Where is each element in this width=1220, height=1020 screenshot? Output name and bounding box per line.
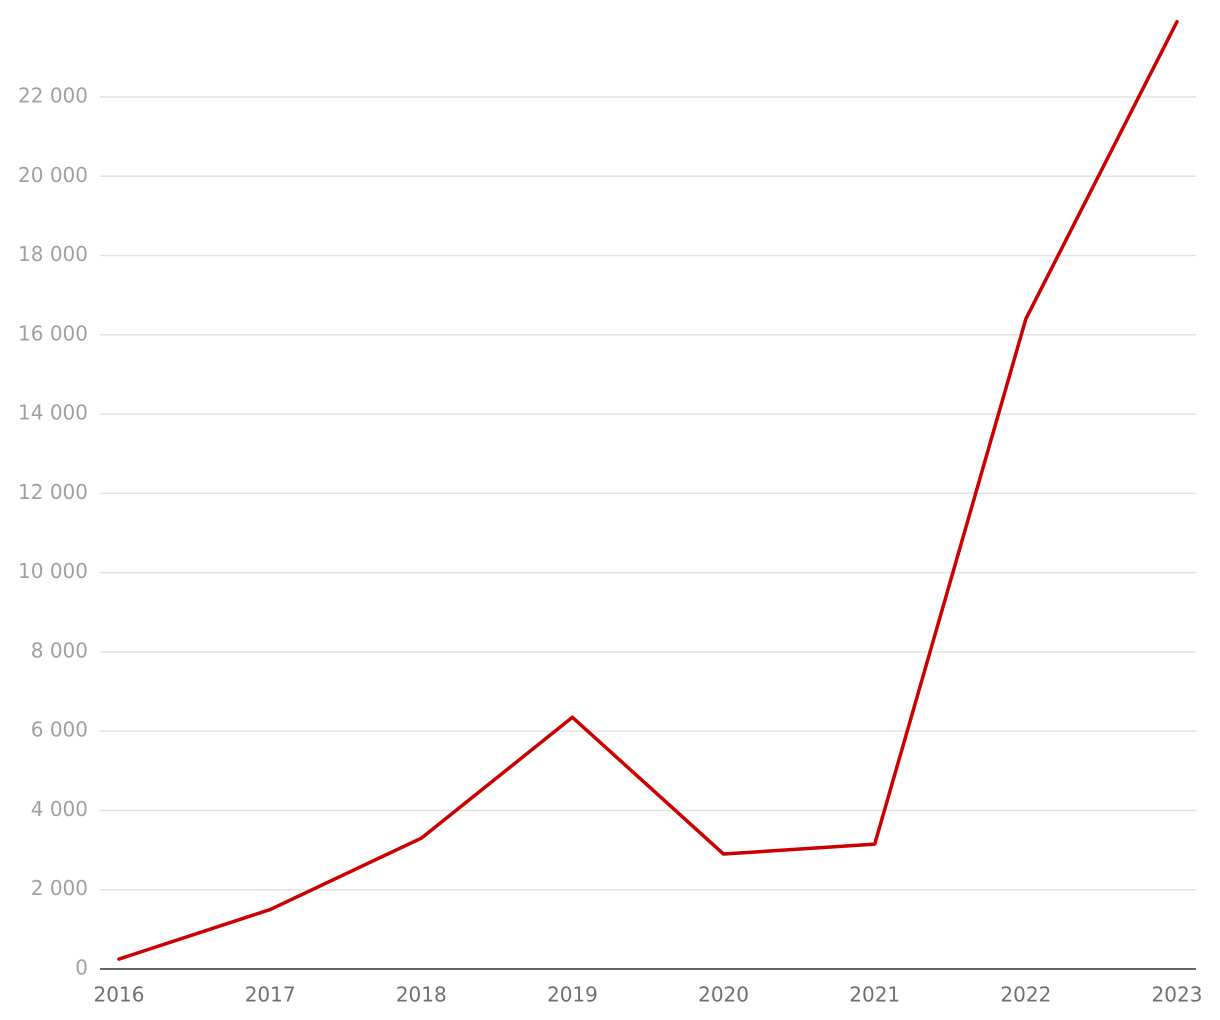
y-tick-label: 0 <box>75 956 88 980</box>
y-tick-label: 10 000 <box>18 559 88 583</box>
y-tick-label: 12 000 <box>18 480 88 504</box>
y-tick-label: 14 000 <box>18 401 88 425</box>
x-tick-label: 2017 <box>245 983 296 1007</box>
y-tick-label: 6 000 <box>31 718 88 742</box>
y-tick-label: 20 000 <box>18 163 88 187</box>
x-tick-label: 2022 <box>1000 983 1051 1007</box>
x-tick-label: 2016 <box>94 983 145 1007</box>
y-tick-label: 16 000 <box>18 321 88 345</box>
x-tick-label: 2021 <box>849 983 900 1007</box>
y-tick-label: 18 000 <box>18 242 88 266</box>
y-tick-label: 22 000 <box>18 83 88 107</box>
x-tick-label: 2018 <box>396 983 447 1007</box>
line <box>117 19 1179 961</box>
x-tick-label: 2020 <box>698 983 749 1007</box>
y-tick-label: 2 000 <box>31 876 88 900</box>
y-tick-label: 4 000 <box>31 797 88 821</box>
y-tick-label: 8 000 <box>31 638 88 662</box>
x-tick-label: 2023 <box>1152 983 1203 1007</box>
x-tick-label: 2019 <box>547 983 598 1007</box>
